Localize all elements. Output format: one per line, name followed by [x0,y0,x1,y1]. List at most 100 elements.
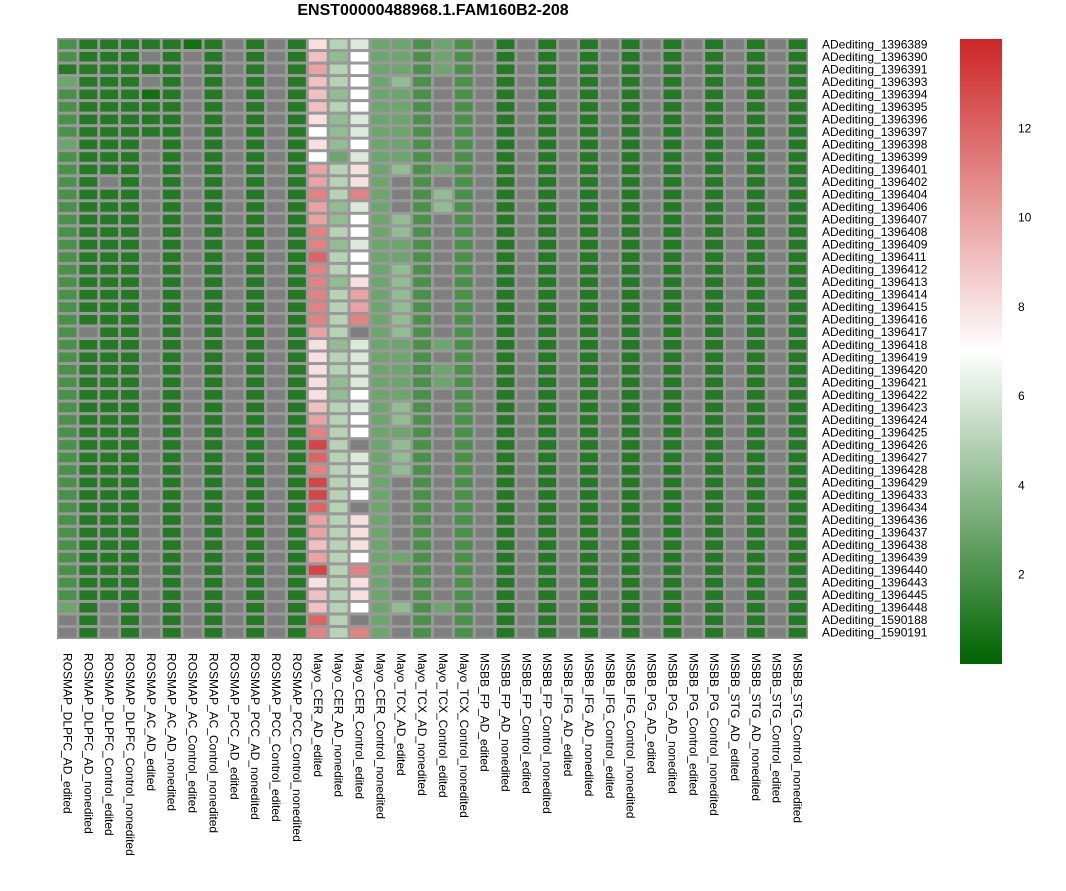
heatmap-cell [538,127,557,137]
heatmap-cell [58,365,77,375]
heatmap-cell [538,615,557,625]
heatmap-cell [434,214,452,225]
legend-color-bar [960,39,1002,664]
heatmap-cell [392,577,411,588]
heatmap-cell [684,227,703,237]
heatmap-cell [79,177,98,187]
heatmap-cell [204,402,223,413]
heatmap-cell [788,64,807,75]
row-label: ADediting_1396425 [822,425,928,439]
heatmap-cell [496,164,515,175]
heatmap-cell [413,302,431,312]
heatmap-cell [559,52,578,62]
heatmap-cell [767,264,786,275]
heatmap-cell [58,615,77,625]
heatmap-cell [329,264,348,275]
heatmap-cell [559,465,578,475]
heatmap-cell [559,452,578,463]
heatmap-cell [308,39,327,50]
heatmap-cell [58,89,77,100]
heatmap-cell [162,64,181,75]
heatmap-cell [454,52,473,62]
heatmap-cell [204,127,223,137]
heatmap-cell [642,515,661,525]
heatmap-cell [246,465,265,475]
heatmap-cell [308,527,327,538]
heatmap-cell [267,427,285,438]
heatmap-cell [121,627,139,638]
heatmap-cell [788,627,807,638]
heatmap-cell [454,189,473,200]
heatmap-cell [517,402,536,413]
heatmap-cell [580,77,598,87]
heatmap-cell [100,64,119,75]
heatmap-cell [517,627,536,638]
heatmap-cell [121,164,139,175]
heatmap-cell [434,264,452,275]
heatmap-cell [100,552,119,563]
heatmap-cell [371,264,390,275]
heatmap-cell [350,39,369,50]
heatmap-cell [162,552,181,563]
heatmap-cell [726,565,744,575]
heatmap-cell [580,64,598,75]
heatmap-cell [329,615,348,625]
heatmap-cell [121,214,139,225]
heatmap-cell [308,52,327,62]
heatmap-cell [559,352,578,363]
heatmap-cell [600,277,619,287]
heatmap-cell [204,277,223,287]
heatmap-cell [621,52,640,62]
heatmap-cell [413,127,431,137]
heatmap-cell [434,465,452,475]
heatmap-cell [726,152,744,162]
heatmap-cell [225,490,244,500]
heatmap-cell [705,527,724,538]
heatmap-cell [58,552,77,563]
heatmap-cell [371,527,390,538]
heatmap-cell [121,227,139,237]
heatmap-cells [57,38,808,639]
heatmap-cell [121,289,139,300]
heatmap-cell [600,252,619,262]
heatmap-cell [475,577,494,588]
heatmap-cell [538,227,557,237]
heatmap-cell [413,527,431,538]
heatmap-cell [580,515,598,525]
heatmap-cell [287,515,306,525]
heatmap-cell [663,164,682,175]
heatmap-cell [58,390,77,400]
heatmap-cell [308,627,327,638]
heatmap-cell [663,264,682,275]
heatmap-cell [267,577,285,588]
heatmap-cell [58,602,77,613]
heatmap-cell [580,164,598,175]
heatmap-cell [392,415,411,425]
heatmap-cell [705,227,724,237]
heatmap-cell [767,427,786,438]
legend-tick-label: 2 [1018,568,1025,582]
heatmap-cell [392,127,411,137]
heatmap-cell [392,289,411,300]
heatmap-cell [79,127,98,137]
heatmap-cell [496,590,515,600]
heatmap-cell [329,177,348,187]
heatmap-cell [475,477,494,488]
heatmap-cell [392,465,411,475]
heatmap-cell [621,552,640,563]
heatmap-cell [79,515,98,525]
heatmap-cell [684,114,703,125]
heatmap-cell [183,565,202,575]
heatmap-cell [413,202,431,212]
heatmap-cell [663,490,682,500]
heatmap-cell [287,177,306,187]
heatmap-cell [746,365,765,375]
heatmap-cell [538,477,557,488]
heatmap-cell [642,202,661,212]
heatmap-cell [350,152,369,162]
heatmap-cell [392,102,411,112]
heatmap-cell [246,477,265,488]
heatmap-cell [392,239,411,250]
legend-tick-label: 6 [1018,389,1025,403]
heatmap-cell [621,302,640,312]
